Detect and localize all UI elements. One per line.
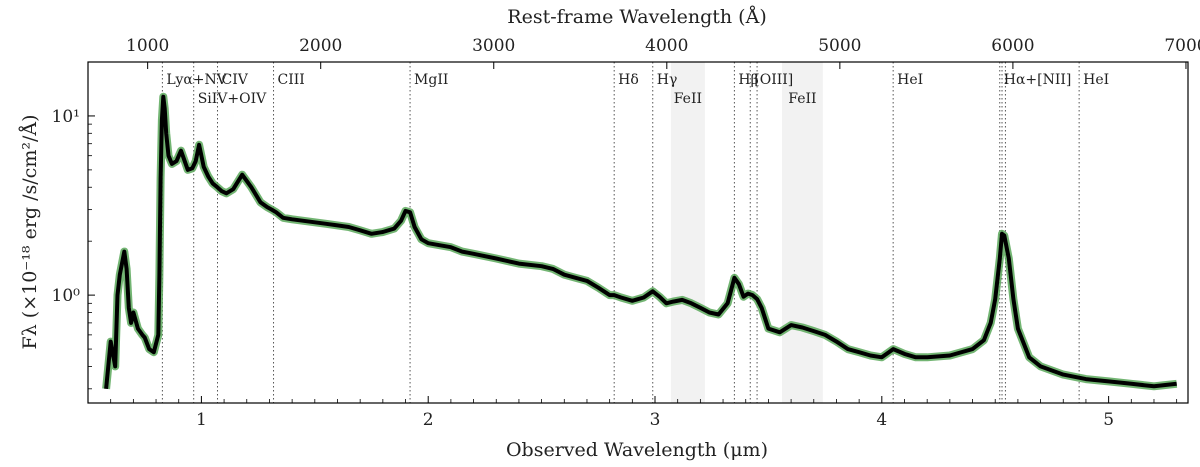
x-tick-label: 3: [650, 410, 661, 430]
y-tick-label: 10¹: [52, 107, 80, 127]
line-label: SiIV+OIV: [198, 91, 267, 107]
line-label: MgII: [414, 72, 448, 88]
spectrum-series: [102, 92, 1178, 391]
line-label: CIII: [278, 72, 305, 88]
line-label: Hδ: [618, 72, 639, 88]
line-label: Lyα+NV: [166, 72, 227, 88]
top-tick-label: 2000: [299, 36, 342, 56]
shaded-region-label: FeII: [674, 91, 702, 107]
top-tick-label: 6000: [991, 36, 1034, 56]
x-tick-label: 2: [423, 410, 434, 430]
top-tick-label: 1000: [126, 36, 169, 56]
line-label: Hα+[NII]: [1004, 72, 1072, 88]
x-axis-title: Observed Wavelength (μm): [506, 439, 768, 461]
x-tick-label: 4: [876, 410, 887, 430]
x-tick-label: 1: [196, 410, 207, 430]
line-label: HeI: [897, 72, 923, 88]
line-labels: Lyα+NV SiIV+OIV CIV CIII MgII Hδ Hγ Hβ[OIII] HeI…: [166, 72, 1109, 107]
line-label: Hβ: [738, 72, 758, 88]
spectrum-line: [104, 94, 1177, 389]
y-axis-title: Fλ (×10⁻¹⁸ erg /s/cm²/Å): [19, 115, 41, 350]
top-tick-label: 7000: [1164, 36, 1200, 56]
top-tick-label: 4000: [645, 36, 688, 56]
shaded-region-0: [670, 62, 705, 403]
plot-frame: [87, 61, 1189, 404]
shaded-region-label: FeII: [788, 91, 816, 107]
top-tick-label: 3000: [472, 36, 515, 56]
line-label: CIV: [222, 72, 249, 88]
axis-ticks: 1 2 3 4 5 1000 2000 3000 4000 5000 6000 7000 10⁰ 10¹: [52, 36, 1200, 430]
line-label: Hγ: [657, 72, 678, 88]
top-tick-label: 5000: [818, 36, 861, 56]
line-label: [OIII]: [754, 72, 793, 88]
line-label: HeI: [1083, 72, 1109, 88]
shaded-regions: [670, 62, 823, 403]
y-tick-label: 10⁰: [52, 286, 81, 306]
x-tick-label: 5: [1103, 410, 1114, 430]
shaded-region-1: [782, 62, 823, 403]
emission-line-markers: [161, 62, 1080, 403]
top-axis-title: Rest-frame Wavelength (Å): [507, 6, 766, 28]
spectrum-error-band: [102, 92, 1178, 391]
